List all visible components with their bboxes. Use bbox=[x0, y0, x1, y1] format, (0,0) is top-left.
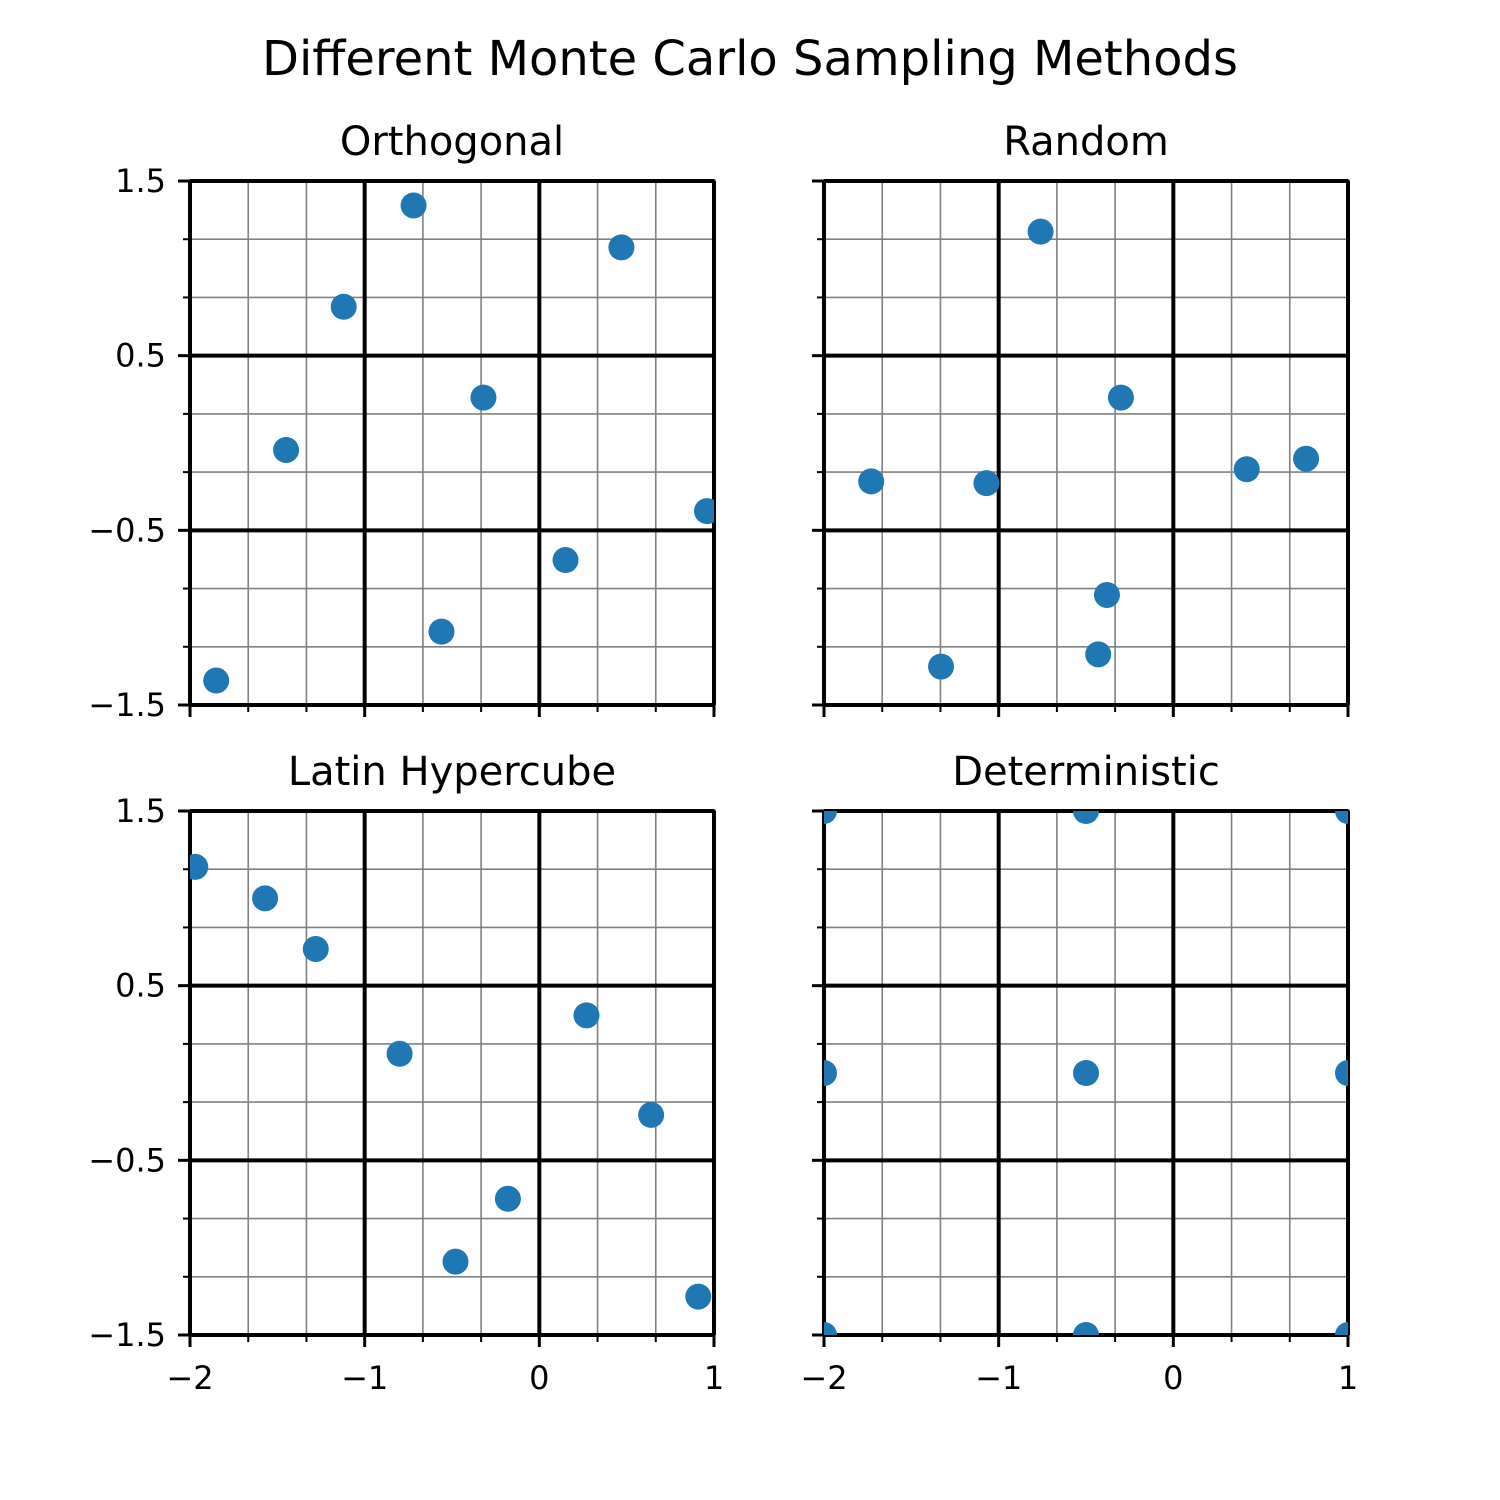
axes-frame bbox=[188, 809, 716, 1337]
scatter-point bbox=[1093, 581, 1120, 608]
x-tick-label: 0 bbox=[1163, 1359, 1183, 1397]
y-tick-label: 0.5 bbox=[115, 967, 166, 1005]
subplot-deterministic: Deterministic −2 −1 0 1 bbox=[800, 749, 1358, 1397]
scatter-point bbox=[1233, 456, 1260, 483]
scatter-point bbox=[685, 1283, 712, 1310]
scatter-point bbox=[252, 885, 279, 912]
scatter-point bbox=[1293, 445, 1320, 472]
x-tick-label: 1 bbox=[704, 1359, 724, 1397]
scatter-point bbox=[1335, 1322, 1348, 1335]
subplot-title: Deterministic bbox=[952, 749, 1220, 795]
subplot-title: Orthogonal bbox=[340, 119, 564, 165]
scatter-point bbox=[973, 470, 1000, 497]
subplot-random: Random bbox=[812, 119, 1350, 717]
subplot-title: Random bbox=[1003, 119, 1169, 165]
scatter-point bbox=[1027, 218, 1054, 245]
scatter-point bbox=[190, 853, 209, 880]
x-tick-label: −2 bbox=[166, 1359, 213, 1397]
scatter-point bbox=[400, 192, 427, 219]
x-tick-label: 1 bbox=[1338, 1359, 1358, 1397]
figure-title: Different Monte Carlo Sampling Methods bbox=[262, 31, 1238, 87]
scatter-point bbox=[442, 1248, 469, 1275]
scatter-point bbox=[1073, 1322, 1099, 1335]
scatter-point bbox=[824, 811, 837, 824]
scatter-point bbox=[273, 436, 300, 463]
scatter-point bbox=[858, 468, 885, 495]
scatter-point bbox=[386, 1040, 413, 1067]
subplot-grid: Orthogonal −1.5 −0.5 0.5 1.5 Random Latin Hype… bbox=[88, 119, 1358, 1397]
y-tick-label: 0.5 bbox=[115, 337, 166, 375]
scatter-point bbox=[1335, 811, 1348, 824]
scatter-series bbox=[190, 853, 712, 1310]
scatter-point bbox=[1335, 1060, 1348, 1086]
x-tick-label: −2 bbox=[800, 1359, 847, 1397]
scatter-point bbox=[494, 1185, 521, 1212]
y-tick-label: −0.5 bbox=[88, 511, 166, 549]
subplot-latin-hypercube: Latin Hypercube −1.5 −0.5 0.5 1.5 −2 −1 0 1 bbox=[88, 749, 724, 1397]
scatter-point bbox=[1107, 384, 1134, 411]
y-tick-label: 1.5 bbox=[115, 162, 166, 200]
scatter-point bbox=[330, 293, 357, 320]
subplot-orthogonal: Orthogonal −1.5 −0.5 0.5 1.5 bbox=[88, 119, 716, 724]
scatter-point bbox=[552, 547, 579, 574]
x-tick-label: −1 bbox=[975, 1359, 1022, 1397]
scatter-point bbox=[1073, 1060, 1099, 1086]
scatter-point bbox=[428, 618, 455, 645]
x-tick-label: 0 bbox=[529, 1359, 549, 1397]
y-tick-label: 1.5 bbox=[115, 792, 166, 830]
scatter-point bbox=[608, 234, 635, 261]
scatter-point bbox=[694, 498, 714, 525]
scatter-point bbox=[203, 667, 230, 694]
scatter-point bbox=[824, 1322, 837, 1335]
scatter-point bbox=[824, 1060, 837, 1086]
scatter-series bbox=[203, 192, 714, 694]
scatter-series bbox=[858, 218, 1320, 680]
scatter-series bbox=[824, 811, 1348, 1335]
y-tick-label: −1.5 bbox=[88, 1316, 166, 1354]
y-tick-label: −1.5 bbox=[88, 686, 166, 724]
scatter-point bbox=[470, 384, 497, 411]
scatter-point bbox=[928, 653, 955, 680]
axes-frame bbox=[822, 179, 1350, 707]
scatter-point bbox=[1085, 641, 1112, 668]
scatter-point bbox=[302, 935, 329, 962]
scatter-point bbox=[573, 1002, 600, 1029]
subplot-title: Latin Hypercube bbox=[288, 749, 616, 795]
scatter-point bbox=[1073, 811, 1099, 824]
axes-frame bbox=[188, 179, 716, 707]
scatter-point bbox=[638, 1101, 665, 1128]
x-tick-label: −1 bbox=[341, 1359, 388, 1397]
y-tick-label: −0.5 bbox=[88, 1141, 166, 1179]
